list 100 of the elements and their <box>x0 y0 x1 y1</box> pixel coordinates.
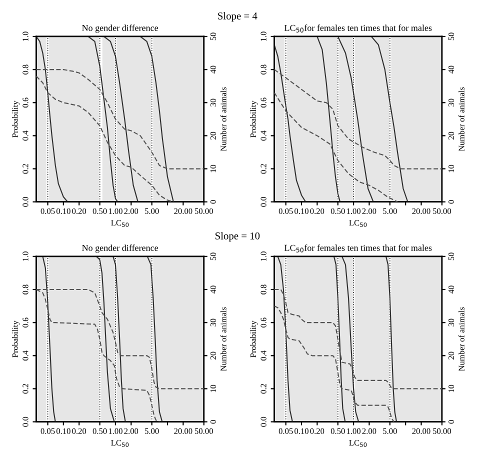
line-series <box>341 256 360 422</box>
y-tick-label: 0.2 <box>260 164 266 174</box>
line-series <box>112 256 126 422</box>
x-tick-label: 20.00 <box>412 428 430 434</box>
y-axis-title: Probability <box>12 100 20 138</box>
x-tick-label: 1.00 <box>108 428 122 434</box>
x-tick-label: 0.20 <box>310 208 324 214</box>
x-tick-label: 0.20 <box>72 208 86 214</box>
x-tick-label: 50.00 <box>433 428 451 434</box>
y2-tick-label: 30 <box>448 98 454 106</box>
line-series <box>385 256 398 422</box>
x-tick-label: 0.05 <box>40 428 55 434</box>
y-tick-label: 0.8 <box>260 284 266 294</box>
x-tick-label: 5.00 <box>383 208 397 214</box>
y2-tick-label: 0 <box>210 420 216 424</box>
y2-tick-label: 50 <box>448 32 454 40</box>
x-tick-label: 0.05 <box>278 428 293 434</box>
x-tick-label: 20.00 <box>174 208 192 214</box>
y2-axis-title: Number of animals <box>458 307 464 372</box>
chart-title: No gender difference <box>82 24 158 33</box>
y-tick-label: 0.2 <box>22 164 28 174</box>
x-tick-label: 2.00 <box>362 428 376 434</box>
y2-tick-label: 10 <box>448 384 454 392</box>
y-tick-label: 0.6 <box>22 98 28 108</box>
y2-tick-label: 40 <box>448 66 454 74</box>
x-tick-label: 5.00 <box>145 428 159 434</box>
y2-tick-label: 0 <box>448 420 454 424</box>
chart-title: No gender difference <box>82 244 158 253</box>
y2-tick-label: 50 <box>448 252 454 260</box>
y-axis-title: Probability <box>12 320 20 358</box>
y-tick-label: 0.8 <box>22 64 28 74</box>
y-tick-label: 0.4 <box>22 350 28 361</box>
x-tick-label: 50.00 <box>433 208 451 214</box>
y2-tick-label: 0 <box>210 200 216 204</box>
x-tick-label: 0.20 <box>310 428 324 434</box>
y-axis-title: Probability <box>250 320 258 358</box>
y2-tick-label: 50 <box>210 252 216 260</box>
y2-tick-label: 50 <box>210 32 216 40</box>
x-tick-label: 0.50 <box>330 428 345 434</box>
y-tick-label: 1.0 <box>22 252 28 261</box>
x-tick-label: 20.00 <box>174 428 192 434</box>
y-tick-label: 0.0 <box>22 416 28 427</box>
y2-axis-title: Number of animals <box>220 307 226 372</box>
y2-tick-label: 0 <box>448 200 454 204</box>
x-tick-label: 0.10 <box>294 428 308 434</box>
y-tick-label: 0.8 <box>260 64 266 74</box>
x-tick-label: 5.00 <box>383 428 397 434</box>
y2-tick-label: 10 <box>210 164 216 172</box>
x-tick-label: 20.00 <box>412 208 430 214</box>
y-tick-label: 0.0 <box>22 196 28 207</box>
chart-title: LC$_{50}$for females ten times that for males <box>284 244 432 252</box>
y-tick-label: 1.0 <box>22 32 28 41</box>
x-tick-label: 0.05 <box>40 208 55 214</box>
x-tick-label: 0.10 <box>56 428 70 434</box>
y2-tick-label: 30 <box>210 98 216 106</box>
y2-tick-label: 20 <box>448 132 454 140</box>
y-tick-label: 0.4 <box>22 130 28 141</box>
y-tick-label: 0.6 <box>260 318 266 328</box>
y2-tick-label: 20 <box>448 352 454 360</box>
line-series <box>146 256 163 422</box>
x-tick-label: 2.00 <box>124 428 138 434</box>
y2-tick-label: 10 <box>210 384 216 392</box>
y2-tick-label: 20 <box>210 352 216 360</box>
x-axis-title: LC$_{50}$ <box>349 220 367 227</box>
y-tick-label: 1.0 <box>260 32 266 41</box>
x-tick-label: 0.05 <box>278 208 293 214</box>
text: Slope = 10 <box>215 232 260 242</box>
y-tick-label: 0.4 <box>260 130 266 141</box>
y-tick-label: 0.2 <box>22 384 28 394</box>
y-tick-label: 0.8 <box>22 284 28 294</box>
y2-tick-label: 40 <box>210 286 216 294</box>
x-tick-label: 1.00 <box>108 208 122 214</box>
x-tick-label: 0.10 <box>294 208 308 214</box>
y2-tick-label: 40 <box>448 286 454 294</box>
y2-tick-label: 20 <box>210 132 216 140</box>
line-series <box>333 256 346 422</box>
y2-tick-label: 10 <box>448 164 454 172</box>
y2-axis-title: Number of animals <box>458 87 464 152</box>
x-tick-label: 2.00 <box>362 208 376 214</box>
x-axis-title: LC$_{50}$ <box>111 220 129 227</box>
y2-tick-label: 30 <box>210 318 216 326</box>
x-tick-label: 0.20 <box>72 428 86 434</box>
y2-tick-label: 30 <box>448 318 454 326</box>
y-tick-label: 0.2 <box>260 384 266 394</box>
x-axis-title: LC$_{50}$ <box>349 440 367 447</box>
x-tick-label: 0.50 <box>330 208 345 214</box>
y-tick-label: 0.6 <box>22 318 28 328</box>
x-tick-label: 50.00 <box>194 428 213 434</box>
chart-title: LC$_{50}$for females ten times that for males <box>284 24 432 32</box>
y-tick-label: 0.0 <box>260 196 266 207</box>
y2-axis-title: Number of animals <box>220 87 226 152</box>
y-tick-label: 0.0 <box>260 416 266 427</box>
y2-tick-label: 40 <box>210 66 216 74</box>
x-tick-label: 0.50 <box>92 208 107 214</box>
x-tick-label: 1.00 <box>346 428 361 434</box>
y-tick-label: 0.4 <box>260 350 266 361</box>
x-tick-label: 2.00 <box>124 208 138 214</box>
y-tick-label: 1.0 <box>260 252 266 261</box>
x-tick-label: 50.00 <box>194 208 213 214</box>
x-tick-label: 5.00 <box>145 208 159 214</box>
